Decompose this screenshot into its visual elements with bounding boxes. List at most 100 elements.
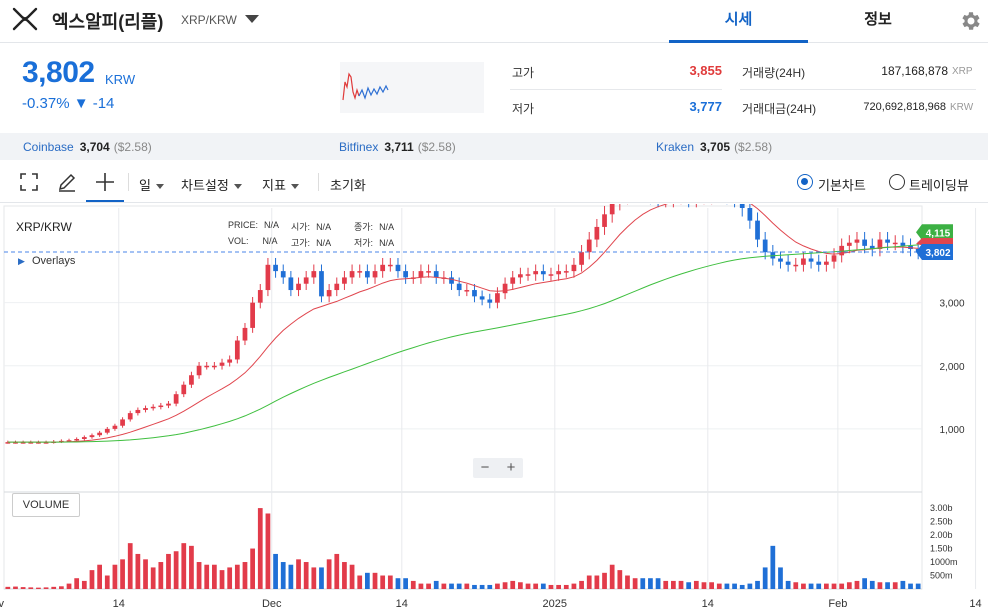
volume-bar: [915, 583, 921, 589]
exchange-price: 3,704: [79, 140, 110, 154]
pair-label[interactable]: XRP/KRW: [181, 13, 237, 27]
candle-body: [846, 242, 852, 246]
volume-bar: [372, 572, 378, 589]
candle-body: [296, 283, 301, 291]
candle-body: [433, 271, 439, 278]
candle-body: [112, 425, 118, 429]
volume-bar: [227, 567, 233, 589]
low-label: 저가:: [354, 238, 374, 248]
volume-bar: [311, 567, 317, 589]
volume-bar: [854, 580, 860, 589]
candle-body: [89, 435, 95, 438]
low-value: N/A: [379, 238, 395, 248]
candle-body: [189, 375, 194, 385]
x-tick-label: Dec: [262, 598, 282, 610]
candle-body: [403, 271, 408, 278]
exchange-price: 3,711: [384, 140, 414, 154]
candle-body: [487, 299, 493, 303]
volume-bar: [540, 583, 546, 589]
candle-body: [571, 264, 577, 272]
chart-settings-dropdown[interactable]: 차트설정: [181, 175, 242, 194]
zoom-out-button[interactable]: −: [480, 459, 490, 476]
candle-body: [602, 214, 607, 227]
volume-toggle-button[interactable]: VOLUME: [12, 493, 80, 517]
candle-body: [755, 220, 760, 240]
candle-body: [120, 419, 125, 426]
volume-bar: [449, 583, 454, 589]
volume-bar: [785, 580, 791, 589]
candle-body: [13, 442, 18, 444]
volume-bar: [747, 583, 753, 589]
candle-body: [234, 340, 240, 360]
exchange-prices: Coinbase 3,704 ($2.58) Bitfinex 3,711 ($2.58…: [0, 133, 988, 160]
candle-body: [502, 283, 508, 294]
reset-button[interactable]: 초기화: [330, 178, 366, 193]
candle-body: [464, 290, 470, 292]
volume-tick-label: 500m: [930, 571, 953, 581]
candle-body: [74, 438, 80, 441]
volume-bar: [28, 587, 34, 589]
candle-body: [273, 264, 278, 272]
exchange-usd: ($2.58): [113, 140, 152, 154]
volume-bar: [502, 582, 508, 589]
basic-chart-label[interactable]: 기본차트: [818, 178, 866, 193]
volume-bar: [334, 553, 340, 589]
volume-bar: [357, 575, 363, 589]
zoom-in-button[interactable]: +: [506, 459, 516, 476]
tab-info[interactable]: 정보: [864, 11, 892, 28]
exchange-name[interactable]: Bitfinex: [339, 140, 379, 154]
price-chart[interactable]: 1,000 2,000 3,000 v 14 Dec 14 2025 14 Feb 14 3.00b 2…: [0, 204, 988, 616]
caret-right-icon: ▶: [18, 256, 25, 266]
exchange-name[interactable]: Coinbase: [23, 140, 74, 154]
candle-body: [816, 261, 822, 265]
candle-body: [586, 239, 592, 253]
candle-body: [150, 406, 156, 409]
candle-body: [854, 239, 860, 243]
volume-bar: [793, 582, 799, 589]
exchange-usd: ($2.58): [734, 140, 773, 154]
overlays-toggle[interactable]: ▶ Overlays: [18, 255, 75, 267]
crosshair-tool[interactable]: [86, 161, 124, 202]
candle-body: [97, 432, 102, 436]
ohlc-close: 종가: N/A: [354, 220, 394, 233]
indicators-dropdown[interactable]: 지표: [262, 175, 299, 194]
volume-bar: [602, 572, 607, 589]
candle-body: [143, 408, 148, 410]
pencil-icon[interactable]: [56, 171, 78, 193]
price-summary: 3,802 KRW -0.37% ▼ -14 고가 3,855 저가 3,777…: [0, 44, 988, 133]
pair-dropdown-icon[interactable]: [245, 15, 259, 23]
volume-bar: [892, 582, 898, 589]
candlestick-chart[interactable]: 1,000 2,000 3,000 v 14 Dec 14 2025 14 Feb 14 3.00b 2…: [0, 204, 988, 616]
interval-dropdown[interactable]: 일: [139, 175, 164, 194]
volume-bar: [204, 564, 210, 589]
candle-body: [372, 271, 378, 278]
volume-bar: [74, 578, 80, 589]
candle-body: [104, 428, 110, 433]
xrp-logo-icon: [12, 7, 38, 31]
fullscreen-icon[interactable]: [18, 171, 40, 193]
tradingview-label[interactable]: 트레이딩뷰: [909, 178, 969, 193]
candle-body: [548, 274, 554, 276]
volume-bar: [410, 580, 416, 589]
volume-bar: [380, 575, 386, 589]
exchange-name[interactable]: Kraken: [656, 140, 695, 154]
chart-symbol: XRP/KRW: [16, 220, 72, 234]
volume-bar: [579, 580, 584, 589]
exchange-bitfinex: Bitfinex 3,711 ($2.58): [339, 140, 456, 154]
ohlc-high: 고가: N/A: [291, 236, 331, 249]
ma-long-line: [7, 244, 919, 443]
ohlc-vol: VOL: N/A: [228, 236, 278, 246]
tradingview-radio[interactable]: [889, 174, 905, 190]
volume-bar: [288, 564, 294, 589]
basic-chart-radio[interactable]: [797, 174, 813, 190]
x-tick-label: v: [0, 598, 5, 610]
gear-icon[interactable]: [958, 9, 982, 33]
close-value: N/A: [379, 222, 395, 232]
candle-body: [20, 442, 26, 444]
amount-value: 720,692,818,968: [863, 101, 946, 113]
tab-market[interactable]: 시세: [669, 0, 808, 43]
crosshair-icon: [96, 173, 114, 191]
volume-bar: [563, 584, 569, 589]
volume-bar: [762, 567, 768, 589]
volume-bar: [66, 583, 72, 589]
